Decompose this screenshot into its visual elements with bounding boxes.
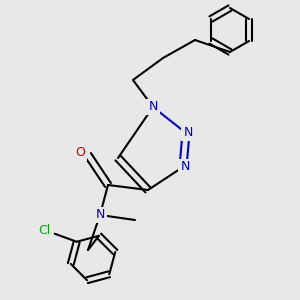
Text: O: O xyxy=(75,146,85,160)
Text: Cl: Cl xyxy=(39,224,51,237)
Text: N: N xyxy=(183,127,193,140)
Text: N: N xyxy=(148,100,158,113)
Text: N: N xyxy=(95,208,105,221)
Text: N: N xyxy=(180,160,190,173)
